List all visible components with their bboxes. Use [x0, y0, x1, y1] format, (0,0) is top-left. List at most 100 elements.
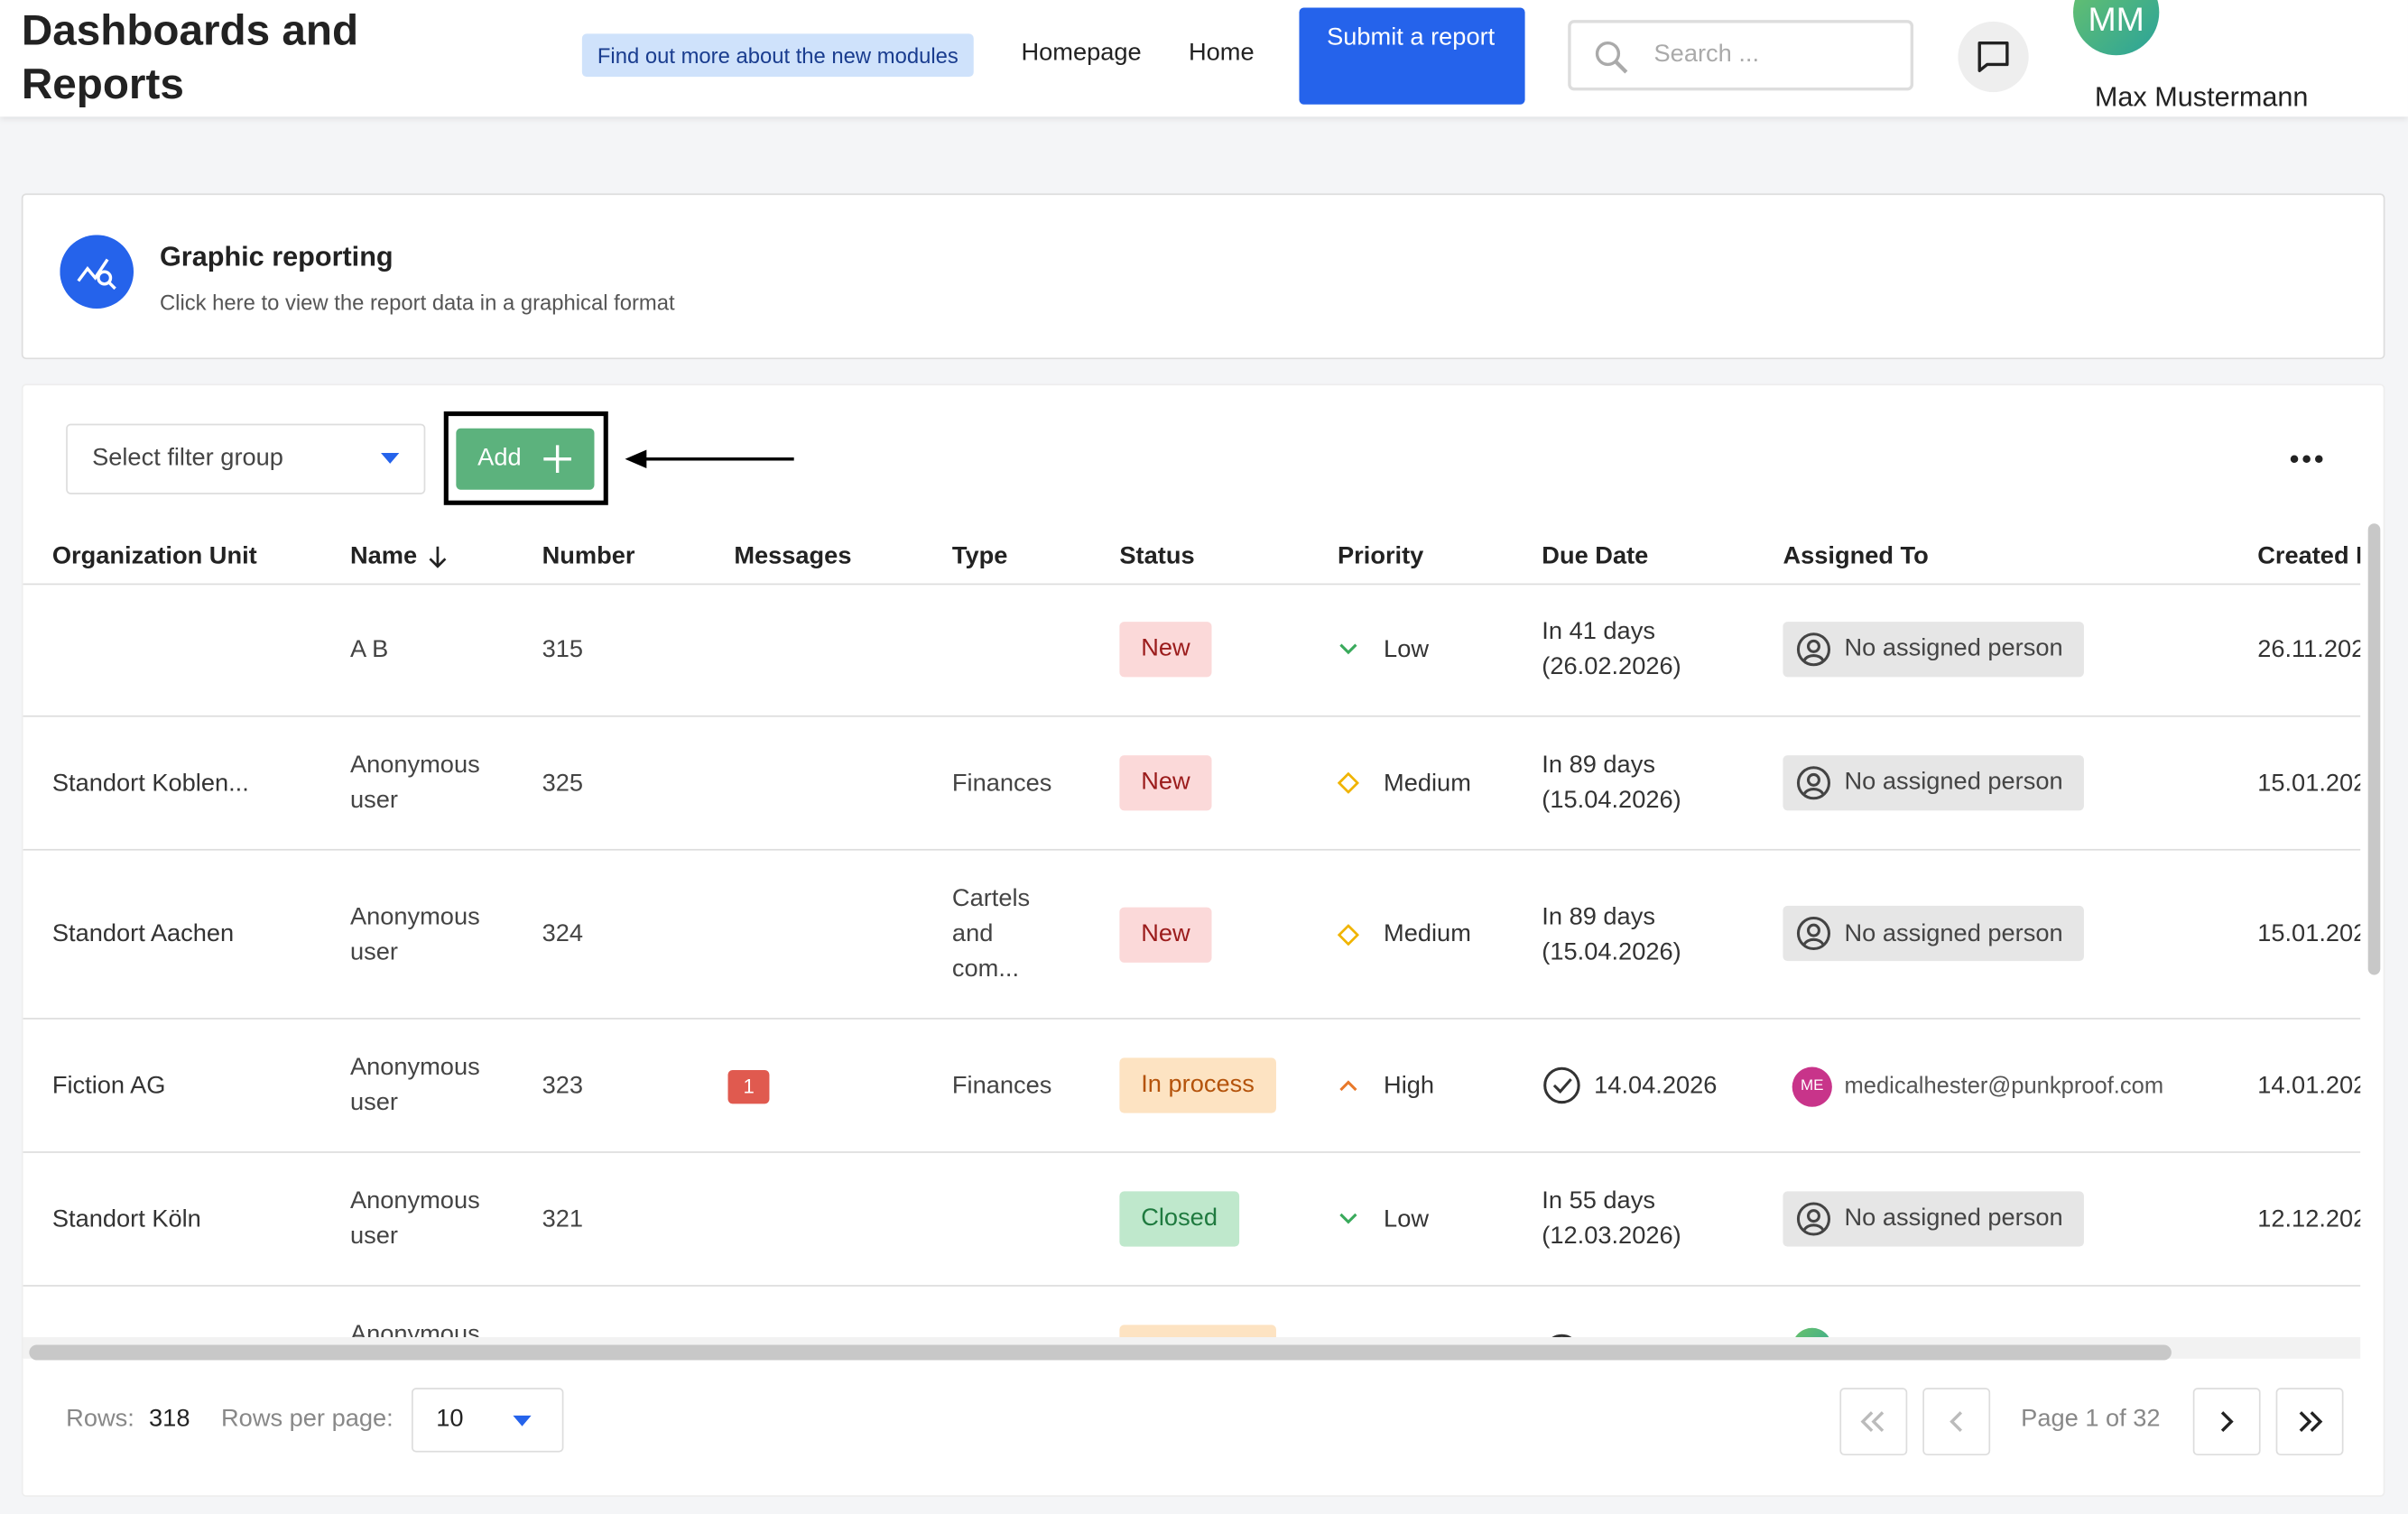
messages-cell: 1 — [727, 1037, 952, 1133]
priority-label: Low — [1384, 636, 1430, 663]
due-date: In 89 days (15.04.2026) — [1542, 752, 1681, 814]
priority-cell: Very — [1338, 1304, 1542, 1337]
column-header: Organization Unit — [51, 543, 257, 570]
report-number: 324 — [542, 920, 584, 947]
prev-page-button[interactable] — [1922, 1388, 1991, 1456]
column-header[interactable]: Name — [350, 543, 542, 571]
first-page-button[interactable] — [1839, 1388, 1908, 1456]
sort-icon — [426, 545, 448, 569]
report-number-cell: 324 — [542, 886, 735, 983]
priority-icon-svg — [1339, 1213, 1357, 1224]
person-icon — [1795, 630, 1832, 667]
messages-cell — [734, 903, 952, 965]
column-header: Created Date — [2257, 543, 2360, 570]
created-date: 12.12.2025 — [2257, 1205, 2360, 1232]
priority-label: High — [1384, 1072, 1435, 1099]
created-date-cell: 12.12.2025 — [2257, 1304, 2360, 1337]
priority-label: Low — [1384, 1205, 1430, 1232]
per-page-select[interactable]: 10 — [412, 1388, 564, 1453]
top-bar: Dashboards and Reports Find out more abo… — [0, 0, 2408, 117]
person-icon-svg — [1796, 1201, 1831, 1235]
table-row[interactable]: Standort Aachen Anonymous user 324 Cartels … — [23, 851, 2361, 1020]
status-cell: New — [1119, 725, 1338, 841]
table-row[interactable]: Standort Koblen... Anonymous user 325 Finan… — [23, 717, 2361, 851]
due-cell: 10.03.2026 — [1542, 1302, 1756, 1338]
org-unit: Standort Köln — [51, 1205, 201, 1232]
assignee-initials: ME — [1792, 1066, 1832, 1106]
chat-icon — [1977, 41, 2009, 72]
next-icon — [2220, 1411, 2234, 1433]
assigned-cell: No assigned person — [1783, 875, 2257, 993]
highlight-frame — [443, 411, 608, 505]
person-icon-svg — [1796, 632, 1831, 666]
next-page-button[interactable] — [2192, 1388, 2261, 1456]
assigned-cell: No assigned person — [1783, 590, 2257, 708]
reporter-name-cell: A B — [350, 601, 504, 697]
due-cell: In 55 days (12.03.2026) — [1542, 1153, 1726, 1285]
status-cell: New — [1119, 876, 1338, 992]
due-cell: In 41 days (26.02.2026) — [1542, 584, 1726, 715]
modules-badge[interactable]: Find out more about the new modules — [581, 33, 974, 78]
more-menu[interactable] — [2290, 453, 2327, 466]
person-icon — [1795, 1200, 1832, 1237]
reporter-name-cell: Anonymous user — [350, 1287, 504, 1337]
rows-label: Rows: — [66, 1406, 134, 1433]
reporter-name: Anonymous user — [349, 1321, 480, 1338]
reporter-name: Anonymous user — [349, 752, 480, 814]
report-type: Finances — [951, 770, 1052, 797]
message-count: 1 — [727, 1069, 770, 1103]
org-unit-cell: Fiction AG — [52, 1037, 350, 1133]
report-number: 323 — [542, 1072, 584, 1099]
submit-button[interactable]: Submit a report — [1299, 7, 1525, 105]
status-pill: New — [1119, 622, 1212, 678]
assignee-none: No assigned person — [1844, 920, 2063, 946]
table-row[interactable]: Standort Köln Anonymous user 321 Closed Low I… — [23, 1153, 2361, 1287]
filter-select[interactable]: Select filter group — [66, 423, 426, 494]
nav-link[interactable]: Home — [1188, 40, 1255, 67]
assignee-pill: No assigned person — [1783, 905, 2085, 962]
last-page-button[interactable] — [2275, 1388, 2344, 1456]
assignee: ME medicalhester@punkproof.com — [1792, 1066, 2163, 1106]
messages-cell — [734, 1188, 952, 1250]
vertical-scrollbar[interactable] — [2367, 523, 2381, 975]
priority-icon-svg — [1339, 643, 1357, 655]
search-box[interactable]: Search ... — [1568, 20, 1914, 91]
due-date: In 41 days (26.02.2026) — [1542, 618, 1681, 680]
assignee-pill: No assigned person — [1783, 621, 2085, 677]
add-button[interactable]: Add — [456, 428, 595, 490]
priority-icon — [1338, 642, 1359, 657]
report-type-cell: Cartels and com... — [952, 851, 1060, 1018]
reporter-name-cell: Anonymous user — [350, 868, 504, 1000]
graphic-banner[interactable]: Graphic reporting Click here to view the… — [21, 193, 2385, 360]
table-row[interactable]: Fiction AG Anonymous user 323 1 Finances In p… — [23, 1020, 2361, 1153]
filter-placeholder: Select filter group — [92, 445, 283, 472]
created-date-cell: 26.11.2025 — [2257, 601, 2360, 697]
table-row[interactable]: A B 315 New Low In 41 days (26.02.2026) No as… — [23, 584, 2361, 717]
created-date: 14.01.2026 — [2257, 1072, 2360, 1099]
priority-icon — [1338, 1211, 1359, 1226]
assignee-name: Max Mustermann — [1845, 1329, 2034, 1337]
created-date-cell: 15.01.2026 — [2257, 734, 2360, 831]
assignee-pill: No assigned person — [1783, 754, 2085, 810]
assignee-none: No assigned person — [1844, 1205, 2063, 1232]
prev-icon — [1950, 1411, 1963, 1433]
done-icon — [1542, 1066, 1581, 1105]
report-number: 321 — [542, 1205, 584, 1232]
priority-icon — [1338, 771, 1359, 794]
chat-button[interactable] — [1958, 21, 2029, 93]
nav-link[interactable]: Homepage — [1021, 40, 1142, 67]
user-avatar[interactable]: MM — [2073, 0, 2160, 56]
priority-cell: High — [1338, 1037, 1542, 1133]
due-date: 14.04.2026 — [1594, 1072, 1718, 1099]
priority-label: Medium — [1384, 770, 1471, 797]
user-name: Max Mustermann — [2094, 81, 2309, 113]
sort-icon-svg — [428, 546, 446, 568]
table-viewport: Organization Unit Name Number Messages Type S… — [23, 385, 2361, 1338]
table-header: Organization Unit Name Number Messages Type S… — [23, 531, 2361, 586]
horizontal-scrollbar[interactable] — [29, 1344, 2172, 1361]
priority-cell: Medium — [1338, 734, 1542, 831]
priority-icon-svg — [1339, 1080, 1357, 1092]
org-unit-cell: Standort Köln — [52, 1170, 350, 1267]
